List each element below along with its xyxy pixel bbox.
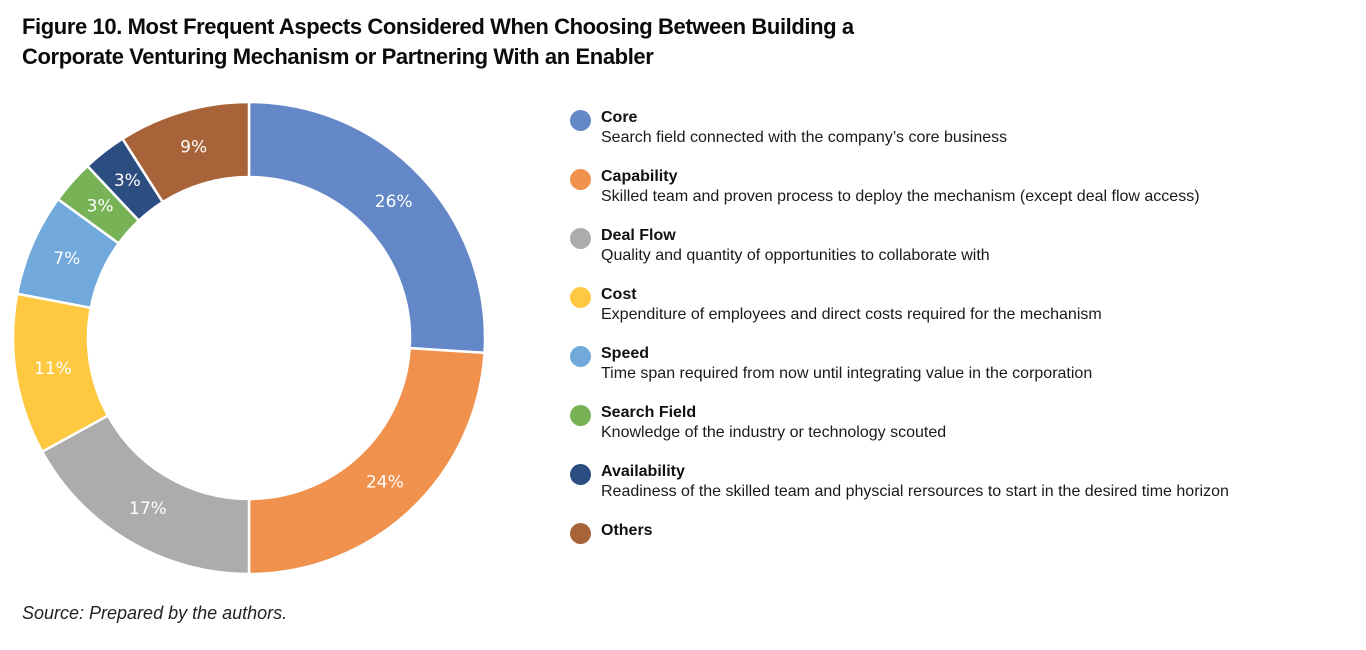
chart-title: Figure 10. Most Frequent Aspects Conside… xyxy=(22,12,1022,72)
legend-description-deal-flow: Quality and quantity of opportunities to… xyxy=(601,247,990,264)
slice-label-core: 26% xyxy=(375,192,413,212)
legend-swatch-availability xyxy=(570,464,591,485)
legend-item-cost: Cost Expenditure of employees and direct … xyxy=(570,285,1360,344)
legend-swatch-capability xyxy=(570,169,591,190)
slice-label-others: 9% xyxy=(180,137,207,157)
legend-name-cost: Cost xyxy=(601,286,637,303)
legend-swatch-search-field xyxy=(570,405,591,426)
chart-legend: Core Search field connected with the comp… xyxy=(570,108,1360,580)
legend-swatch-deal-flow xyxy=(570,228,591,249)
slice-others xyxy=(120,100,251,204)
legend-description-cost: Expenditure of employees and direct cost… xyxy=(601,306,1102,323)
slice-label-availability: 3% xyxy=(114,171,141,191)
slice-capability xyxy=(247,346,486,576)
legend-swatch-others xyxy=(570,523,591,544)
legend-name-search-field: Search Field xyxy=(601,404,697,421)
legend-name-speed: Speed xyxy=(601,345,650,362)
legend-swatch-cost xyxy=(570,287,591,308)
legend-name-core: Core xyxy=(601,109,638,126)
legend-item-core: Core Search field connected with the comp… xyxy=(570,108,1360,167)
legend-name-others: Others xyxy=(601,522,653,539)
legend-item-others: Others xyxy=(570,521,1360,580)
slice-label-deal-flow: 17% xyxy=(129,499,167,519)
legend-item-search-field: Search Field Knowledge of the industry or… xyxy=(570,403,1360,462)
legend-item-capability: Capability Skilled team and proven proces… xyxy=(570,167,1360,226)
legend-name-capability: Capability xyxy=(601,168,678,185)
legend-swatch-speed xyxy=(570,346,591,367)
legend-description-core: Search field connected with the company’… xyxy=(601,129,1008,146)
source-note: Source: Prepared by the authors. xyxy=(22,603,288,623)
legend-description-availability: Readiness of the skilled team and physci… xyxy=(601,483,1229,500)
slice-label-speed: 7% xyxy=(53,249,80,269)
slice-label-search-field: 3% xyxy=(87,197,114,217)
legend-item-deal-flow: Deal Flow Quality and quantity of opportu… xyxy=(570,226,1360,285)
chart-title-line-1: Figure 10. Most Frequent Aspects Conside… xyxy=(22,14,854,39)
legend-description-capability: Skilled team and proven process to deplo… xyxy=(601,188,1200,205)
slice-label-cost: 11% xyxy=(34,359,72,379)
slice-label-capability: 24% xyxy=(366,473,404,493)
legend-swatch-core xyxy=(570,110,591,131)
chart-title-line-2: Corporate Venturing Mechanism or Partner… xyxy=(22,44,654,69)
slice-core xyxy=(247,100,487,355)
legend-item-speed: Speed Time span required from now until i… xyxy=(570,344,1360,403)
legend-description-speed: Time span required from now until integr… xyxy=(601,365,1093,382)
legend-description-search-field: Knowledge of the industry or technology … xyxy=(601,424,947,441)
donut-chart: 26% 24% 17% 11% 7% 3%3% 9% xyxy=(11,100,487,576)
legend-name-availability: Availability xyxy=(601,463,685,480)
legend-item-availability: Availability Readiness of the skilled tea… xyxy=(570,462,1360,521)
slice-deal-flow xyxy=(40,413,251,576)
legend-name-deal-flow: Deal Flow xyxy=(601,227,676,244)
